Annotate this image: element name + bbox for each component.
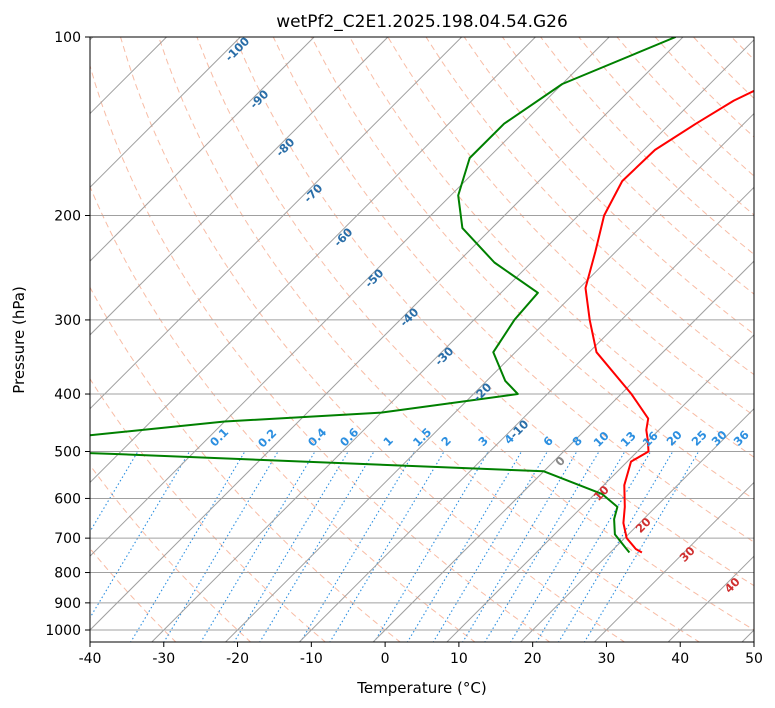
- x-tick-label: 40: [671, 651, 689, 667]
- mixing-ratio-line: [558, 451, 674, 642]
- isotherm-gridline: [90, 37, 241, 189]
- isotherm-gridline: [90, 37, 389, 336]
- mixing-ratio-line: [329, 451, 445, 642]
- chart-title: wetPf2_C2E1.2025.198.04.54.G26: [276, 12, 568, 32]
- dry-adiabat: [311, 37, 754, 500]
- dry-adiabats: [90, 37, 754, 642]
- mixing-ratio-line: [233, 451, 349, 642]
- dry-adiabat: [90, 464, 252, 642]
- mixing-ratio-line: [299, 451, 416, 642]
- isotherm-gridline: [224, 112, 754, 642]
- dry-adiabat: [234, 37, 754, 587]
- mixing-ratio-line: [200, 451, 316, 642]
- dry-adiabat: [90, 64, 551, 642]
- x-tick-label: 10: [450, 651, 468, 667]
- isotherm-gridline: [90, 37, 684, 631]
- isotherm-gridline: [446, 334, 754, 642]
- x-tick-label: -40: [79, 651, 102, 667]
- dry-adiabat: [425, 37, 754, 376]
- mixing-ratio-line: [90, 451, 139, 533]
- mixing-ratio-line: [130, 451, 246, 642]
- mixing-ratio-line: [462, 451, 578, 642]
- y-tick-label: 900: [54, 596, 81, 612]
- dry-adiabat: [90, 377, 327, 642]
- mixing-ratio-line: [259, 451, 375, 642]
- isotherm-gridline: [90, 37, 610, 557]
- y-tick-label: 800: [54, 566, 81, 582]
- x-tick-label: 50: [745, 651, 763, 667]
- isotherm-gridline: [90, 37, 463, 410]
- profile-series: [90, 37, 754, 554]
- isotherm-gridline: [298, 186, 754, 642]
- y-tick-label: 300: [54, 313, 81, 329]
- dry-adiabat: [120, 37, 626, 642]
- mixing-ratio-line: [406, 451, 522, 642]
- y-axis: 100 200 300 400 500 600 700 800 900 1000: [45, 30, 90, 639]
- series-line-0: [584, 89, 754, 554]
- dry-adiabat: [272, 37, 754, 543]
- mixing-ratio-line: [163, 451, 279, 642]
- y-tick-label: 700: [54, 531, 81, 547]
- x-tick-label: 0: [381, 651, 390, 667]
- mixing-ratio-line: [484, 451, 600, 642]
- dry-adiabat: [158, 37, 701, 642]
- x-tick-label: -20: [226, 651, 249, 667]
- x-axis-label: Temperature (°C): [356, 679, 486, 697]
- y-tick-label: 600: [54, 491, 81, 507]
- mixing-ratio-line: [373, 451, 489, 642]
- y-tick-label: 200: [54, 209, 81, 225]
- isotherm-gridline: [372, 260, 754, 642]
- mixing-ratio-line: [432, 451, 548, 642]
- mixing-ratio-line: [90, 451, 190, 619]
- mixing-ratio-line: [583, 451, 700, 642]
- dry-adiabat: [501, 37, 754, 295]
- isotherm-gridline: [90, 37, 315, 262]
- y-tick-label: 100: [54, 30, 81, 46]
- x-tick-label: 20: [524, 651, 542, 667]
- dry-adiabat: [463, 37, 754, 335]
- y-tick-label: 1000: [45, 623, 81, 639]
- x-axis: -40 -30 -20 -10 0 10 20 30 40 50: [79, 642, 763, 667]
- mixing-ratio-line: [510, 451, 626, 642]
- y-tick-label: 500: [54, 444, 81, 460]
- isotherm-gridline: [151, 39, 754, 642]
- isotherm-gridline: [593, 481, 754, 642]
- plot-frame: [89, 36, 755, 643]
- y-axis-label: Pressure (hPa): [10, 286, 28, 394]
- x-tick-label: -10: [300, 651, 323, 667]
- y-tick-label: 400: [54, 387, 81, 403]
- x-tick-label: -30: [152, 651, 175, 667]
- x-tick-label: 30: [598, 651, 616, 667]
- isotherm-gridline: [90, 37, 536, 484]
- series-line-1: [90, 37, 676, 554]
- dry-adiabat: [196, 37, 754, 631]
- grid-lines: [90, 37, 754, 642]
